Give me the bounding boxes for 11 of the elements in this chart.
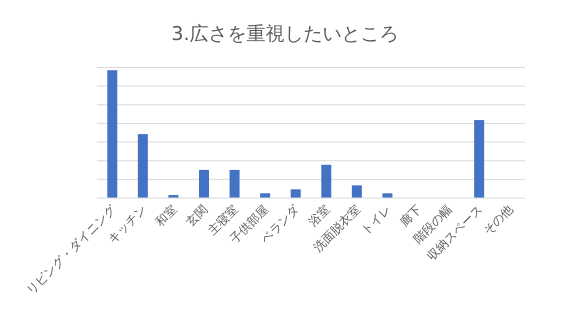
x-tick-label: 和室 [152, 202, 180, 230]
chart-title: 3.広さを重視したいところ [171, 23, 399, 45]
bar [107, 70, 118, 198]
bar [230, 170, 240, 198]
bar [474, 120, 484, 198]
bar [352, 185, 362, 198]
x-tick-label: その他 [480, 202, 516, 238]
bar [138, 134, 148, 198]
bar [290, 189, 301, 198]
bar [199, 170, 209, 198]
bar [321, 164, 332, 198]
